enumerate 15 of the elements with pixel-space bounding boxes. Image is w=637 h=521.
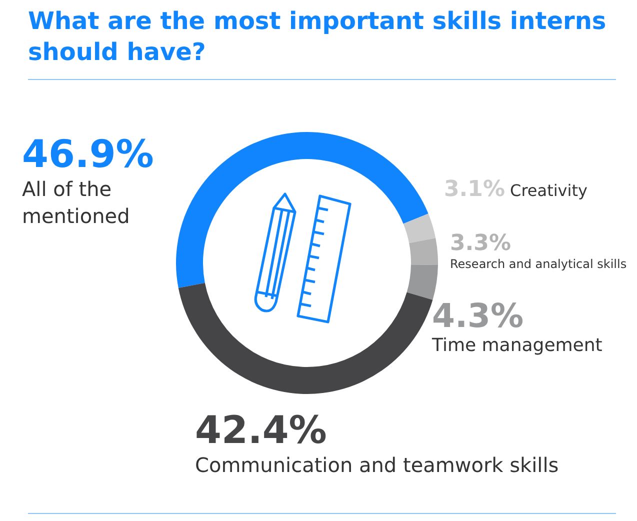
slice-label: Research and analytical skills [450, 256, 628, 272]
slice-label: All of the mentioned [22, 176, 131, 230]
donut-slice [403, 214, 436, 244]
data-label: 46.9% [22, 132, 154, 176]
data-label: 42.4% [195, 408, 327, 452]
chart-title: What are the most important skills interns should have? [28, 6, 608, 68]
donut-slice [406, 264, 438, 300]
donut-slice [409, 238, 438, 266]
donut-slice [176, 132, 428, 288]
donut-slice [178, 282, 433, 394]
slice-label: Time management [432, 334, 604, 358]
slice-label: Communication and teamwork skills [195, 452, 560, 479]
slice-label: Creativity [510, 181, 588, 200]
data-label: 4.3% [432, 296, 524, 335]
data-label: 3.3% [450, 231, 512, 256]
